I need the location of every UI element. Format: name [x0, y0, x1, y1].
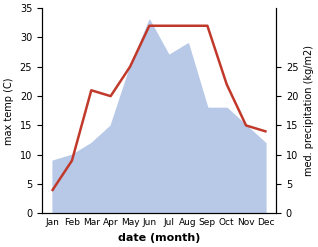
X-axis label: date (month): date (month)	[118, 233, 200, 243]
Y-axis label: med. precipitation (kg/m2): med. precipitation (kg/m2)	[304, 45, 314, 176]
Y-axis label: max temp (C): max temp (C)	[4, 77, 14, 144]
